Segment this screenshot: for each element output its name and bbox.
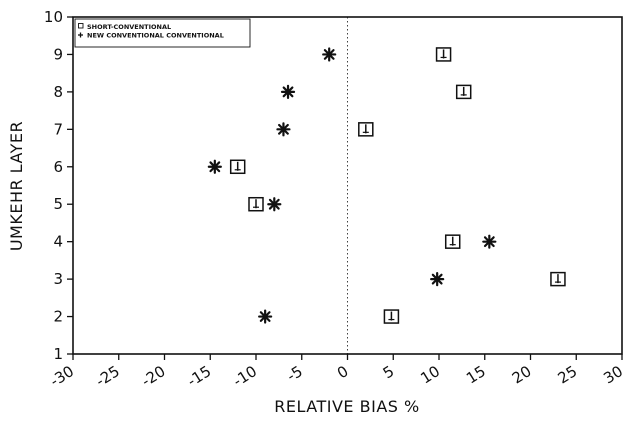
x-tick-label: 5 [380,362,398,382]
legend-box [74,18,251,48]
x-tick-label: 10 [417,362,443,387]
y-tick-label: 5 [53,195,63,213]
y-tick-label: 8 [53,83,63,101]
asterisk-stroke [431,273,443,285]
asterisk-stroke [278,123,289,135]
square-marker [229,159,246,175]
x-tick-label: -25 [93,362,123,390]
point-new-conventional [276,122,291,137]
point-short-conventional [444,234,461,249]
square-marker [358,122,374,137]
point-short-conventional [455,84,472,100]
point-new-conventional [430,272,445,287]
x-tick-label: -10 [230,362,260,390]
y-tick-label: 10 [44,8,63,26]
y-tick-label: 7 [53,120,63,138]
point-short-conventional [248,196,264,212]
point-new-conventional [207,159,222,174]
y-axis: 1 2 3 4 5 6 7 8 9 10 [44,8,73,363]
x-tick-label: -5 [284,362,306,385]
point-short-conventional [383,309,400,324]
legend-marker-asterisk [78,32,83,38]
x-tick-label: -30 [47,362,77,390]
point-new-conventional [267,197,282,212]
y-axis-title: UMKEHR LAYER [7,121,26,251]
point-new-conventional [322,47,337,62]
point-short-conventional [358,122,374,137]
x-tick-label: 0 [334,362,352,382]
y-tick-label: 6 [53,158,63,176]
point-short-conventional [550,271,566,287]
square-marker [435,47,452,62]
x-tick-label: 20 [509,362,535,387]
asterisk-stroke [259,311,271,322]
y-tick-label: 3 [53,270,63,288]
point-short-conventional [435,47,452,62]
point-new-conventional [258,309,273,324]
asterisk-stroke [323,49,335,60]
asterisk-stroke [483,236,495,248]
asterisk-stroke [209,161,221,173]
x-tick-label: 15 [463,362,489,387]
point-new-conventional [482,234,497,249]
x-axis-title: RELATIVE BIAS % [274,397,419,416]
legend-marker-square [78,23,84,29]
x-tick-label: 30 [600,362,626,387]
legend-label-short-conventional: SHORT-CONVENTIONAL [87,23,171,31]
x-tick-label: -20 [138,362,168,390]
y-tick-label: 1 [53,345,63,363]
point-short-conventional [229,159,246,175]
square-marker [248,196,264,212]
legend: SHORT-CONVENTIONAL NEW CONVENTIONAL CONV… [74,18,251,48]
x-tick-label: -15 [184,362,214,390]
data-points [207,47,566,324]
point-new-conventional [280,84,296,99]
legend-label-new-conventional: NEW CONVENTIONAL CONVENTIONAL [87,32,224,40]
square-marker [444,234,461,249]
y-tick-label: 4 [53,233,63,251]
x-tick-label: 25 [555,362,581,387]
asterisk-stroke [282,86,294,98]
square-marker [383,309,400,324]
y-tick-label: 9 [53,45,63,63]
square-marker [455,84,472,100]
square-marker [550,271,566,287]
y-tick-label: 2 [53,308,63,326]
asterisk-stroke [268,198,280,210]
x-axis: -30 -25 -20 -15 -10 -5 0 5 10 15 20 25 30 [47,354,626,390]
